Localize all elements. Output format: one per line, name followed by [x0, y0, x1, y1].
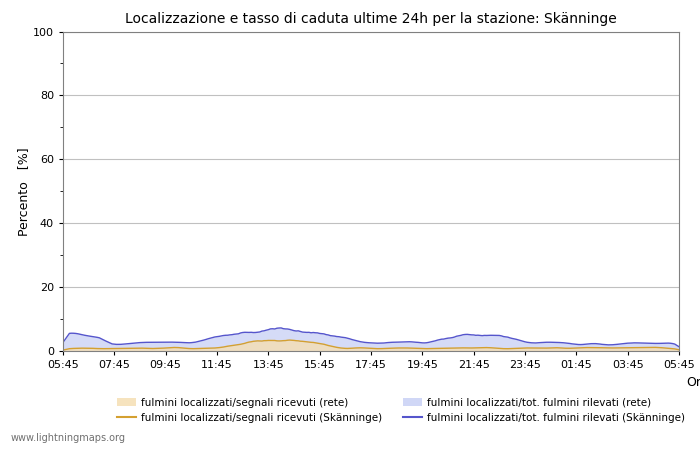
Y-axis label: Percento   [%]: Percento [%]	[18, 147, 30, 235]
Title: Localizzazione e tasso di caduta ultime 24h per la stazione: Skänninge: Localizzazione e tasso di caduta ultime …	[125, 12, 617, 26]
Text: www.lightningmaps.org: www.lightningmaps.org	[10, 433, 125, 443]
Text: Orario: Orario	[686, 376, 700, 389]
Legend: fulmini localizzati/segnali ricevuti (rete), fulmini localizzati/segnali ricevut: fulmini localizzati/segnali ricevuti (re…	[118, 398, 685, 423]
